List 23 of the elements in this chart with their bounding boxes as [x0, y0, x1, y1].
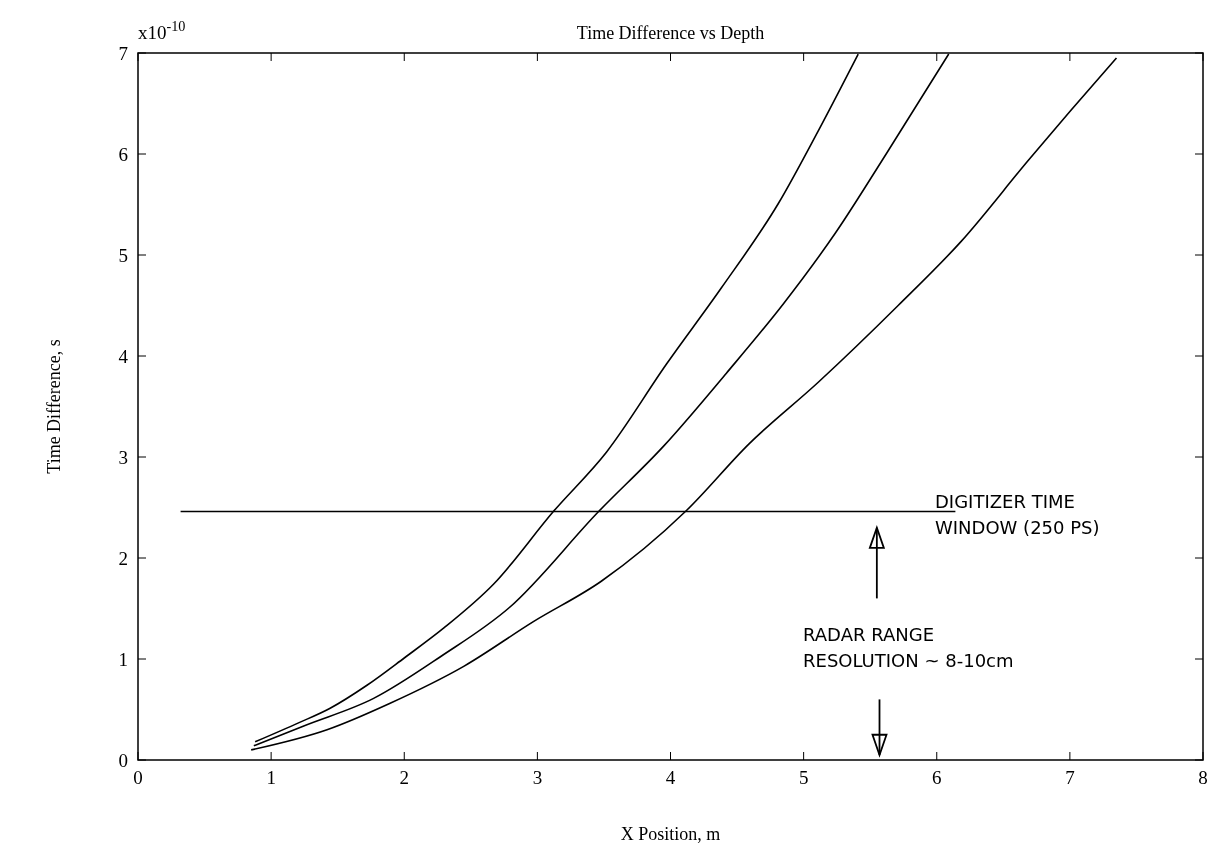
- x-tick-label: 5: [798, 767, 809, 788]
- y-tick-label: 6: [118, 144, 128, 165]
- y-axis-title: Time Difference, s: [44, 339, 64, 474]
- x-tick-label: 7: [1065, 767, 1075, 788]
- y-tick-label: 2: [118, 548, 128, 569]
- x-tick-label: 1: [266, 767, 276, 788]
- x-tick-label: 6: [932, 767, 942, 788]
- text: x10$^{-10}$: [138, 18, 186, 43]
- x-tick-label: 2: [399, 767, 409, 788]
- x-tick-label: 0: [133, 767, 143, 788]
- y-tick-label: 0: [118, 750, 128, 771]
- x-axis-title: X Position, m: [620, 824, 721, 844]
- x-tick-label: 3: [532, 767, 543, 788]
- y-tick-label: 1: [118, 649, 128, 670]
- annotation: DIGITIZER TIME WINDOW (250 PS): [935, 490, 1100, 538]
- y-tick-label: 7: [118, 43, 128, 64]
- chart-title: Time Difference vs Depth: [576, 23, 765, 43]
- y-tick-label: 4: [118, 346, 129, 367]
- y-tick-label: 3: [118, 447, 128, 468]
- x-tick-label: 8: [1198, 767, 1208, 788]
- annotation: RADAR RANGE RESOLUTION ~ 8-10cm: [803, 623, 1014, 671]
- x-tick-label: 4: [665, 767, 676, 788]
- y-tick-label: 5: [118, 245, 128, 266]
